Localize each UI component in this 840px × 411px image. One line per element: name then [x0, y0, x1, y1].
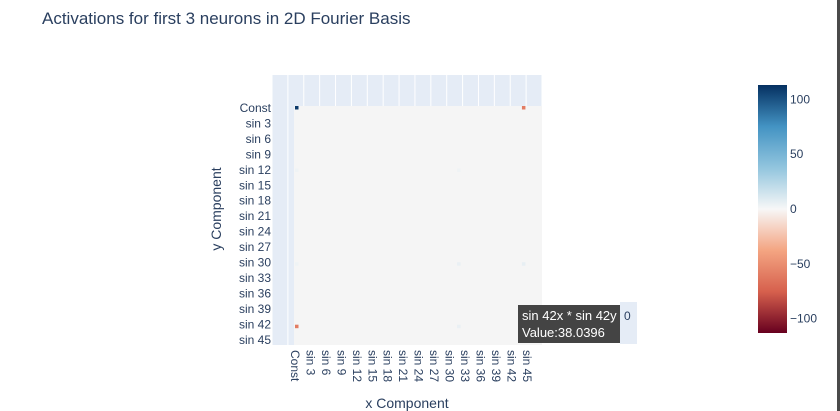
heatmap-cell — [295, 168, 299, 172]
y-tick-label: sin 12 — [239, 163, 271, 177]
y-tick-label: sin 6 — [246, 132, 272, 146]
window-edge — [837, 0, 840, 411]
y-axis-title: y Component — [208, 167, 224, 251]
y-tick-label: sin 42 — [239, 317, 271, 331]
heatmap-cell — [457, 262, 461, 266]
y-tick-label: sin 33 — [239, 271, 271, 285]
x-tick-label: sin 45 — [520, 350, 534, 382]
colorbar-tick-label: −50 — [790, 257, 811, 271]
heatmap-cell — [457, 168, 461, 172]
x-tick-label: sin 12 — [350, 350, 364, 382]
y-tick-label: sin 24 — [239, 225, 271, 239]
colorbar-tick-label: 0 — [790, 202, 797, 216]
hover-spike-value: 0 — [624, 309, 631, 323]
x-tick-label: sin 27 — [427, 350, 441, 382]
colorbar-tick-label: −100 — [790, 312, 817, 326]
chart-title: Activations for first 3 neurons in 2D Fo… — [42, 9, 411, 28]
heatmap-base — [294, 106, 542, 345]
colorbar-tick-label: 100 — [790, 92, 810, 106]
hover-spike-label-bg — [620, 302, 637, 344]
x-tick-label: sin 9 — [334, 350, 348, 376]
y-tick-label: Const — [240, 101, 272, 115]
x-tick-label: sin 15 — [365, 350, 379, 382]
heatmap-cell — [521, 262, 526, 266]
hover-tooltip: sin 42x * sin 42y Value:38.0396 — [518, 305, 620, 343]
hover-tooltip-label: sin 42x * sin 42y — [522, 308, 617, 323]
hover-tooltip-value: Value:38.0396 — [522, 325, 605, 340]
heatmap-cell — [521, 106, 526, 110]
y-tick-label: sin 15 — [239, 178, 271, 192]
x-tick-label: sin 42 — [504, 350, 518, 382]
heatmap-cell — [295, 106, 299, 110]
y-tick-label: sin 39 — [239, 302, 271, 316]
y-tick-label: sin 18 — [239, 194, 271, 208]
y-tick-label: sin 3 — [246, 116, 272, 130]
y-tick-label: sin 27 — [239, 240, 271, 254]
x-tick-label: sin 36 — [473, 350, 487, 382]
x-tick-label: sin 21 — [396, 350, 410, 382]
y-tick-label: sin 30 — [239, 256, 271, 270]
x-tick-label: Const — [288, 350, 302, 382]
x-tick-label: sin 24 — [412, 350, 426, 382]
y-tick-label: sin 45 — [239, 333, 271, 347]
colorbar-tick-label: 50 — [790, 147, 804, 161]
y-tick-label: sin 9 — [246, 147, 272, 161]
x-tick-label: sin 18 — [381, 350, 395, 382]
y-tick-label: sin 36 — [239, 286, 271, 300]
x-tick-label: sin 30 — [443, 350, 457, 382]
heatmap-cell — [295, 262, 299, 266]
heatmap-cell — [295, 324, 299, 329]
x-tick-label: sin 6 — [319, 350, 333, 376]
y-tick-label: sin 21 — [239, 209, 271, 223]
heatmap-cell — [457, 324, 461, 329]
x-tick-label: sin 33 — [458, 350, 472, 382]
x-tick-label: sin 39 — [489, 350, 503, 382]
x-tick-label: sin 3 — [303, 350, 317, 376]
colorbar — [758, 85, 787, 333]
x-axis-title: x Component — [365, 395, 449, 411]
